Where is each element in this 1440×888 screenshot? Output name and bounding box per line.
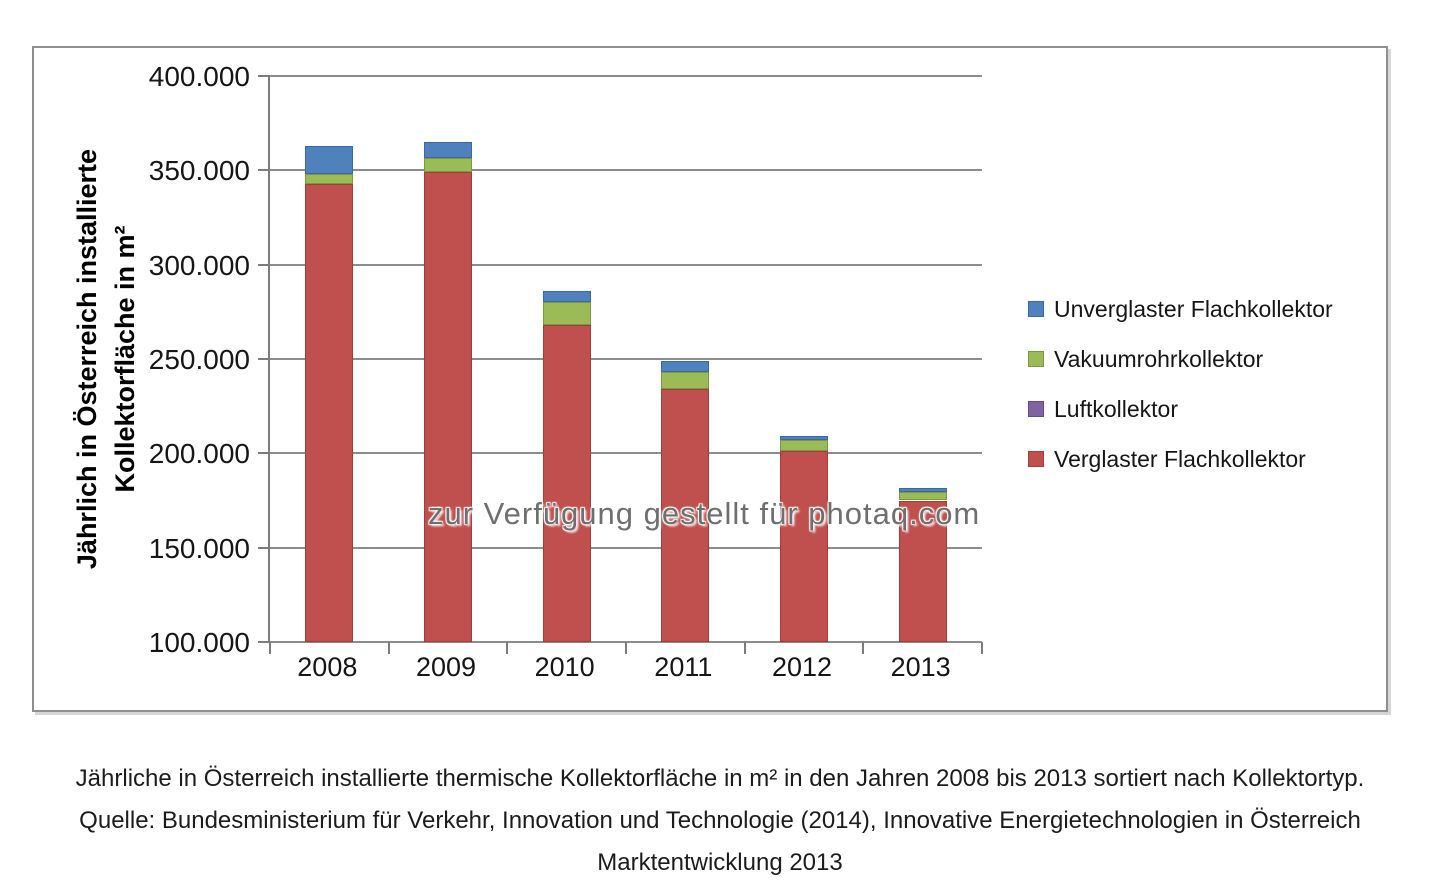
bar-segment-2011 [661,360,710,373]
x-axis-label-2012: 2012 [771,652,833,682]
bar-2011 [661,76,710,642]
y-axis-tick-mark [258,452,270,455]
x-axis-label-2010: 2010 [534,652,595,682]
bar-segment-2012 [780,451,828,642]
gridline [270,452,982,455]
bar-2009 [424,76,472,642]
caption-line1: Jährliche in Österreich installierte the… [75,765,1365,792]
gridline [270,75,982,77]
x-axis-tick-mark [387,642,390,654]
legend-item: Unverglaster Flachkollektor [1028,284,1384,334]
caption-line2: Quelle: Bundesministerium für Verkehr, I… [79,807,1361,834]
x-axis-tick-mark [269,642,271,654]
y-axis-tick-mark [258,358,270,360]
caption: Jährliche in Österreich installierte the… [0,758,1440,884]
y-axis-tick-mark [258,75,270,77]
x-axis-tick-mark [625,642,627,654]
bar-segment-2013 [898,492,947,501]
bar-segment-2013 [898,488,947,492]
y-axis-tick-labels: 400.000 350.000 300.000 250.000 200.000 150.0… [34,61,250,658]
y-axis-tick-label: 200.000 [148,438,250,470]
y-axis-tick-label: 250.000 [148,344,250,375]
bar-segment-2012 [780,440,828,452]
x-axis-label-2008: 2008 [297,652,358,682]
caption-line3: Marktentwicklung 2013 [597,849,843,876]
gridline [270,358,982,360]
bar-segment-2011 [661,372,710,390]
y-axis-tick-mark [258,546,270,549]
y-axis-tick-mark [258,263,270,266]
legend-swatch-icon [1028,351,1044,367]
y-axis-tick-mark [258,169,270,172]
chart-panel: Jährlich in Österreich installierte Koll… [32,46,1388,712]
x-axis-tick-mark [981,642,983,654]
y-axis-tick-label: 100.000 [148,627,250,658]
y-axis-tick-label: 150.000 [148,532,250,564]
legend-item: Vakuumrohrkollektor [1028,334,1384,384]
bar-segment-2013 [898,500,947,642]
y-axis-tick-label: 350.000 [148,155,250,187]
bar-2008 [305,76,354,642]
bar-segment-2011 [661,389,710,642]
bar-2010 [542,76,591,642]
legend-swatch-icon [1028,401,1044,417]
bar-2012 [780,76,828,642]
legend-item-label: Luftkollektor [1054,395,1179,422]
bar-segment-2008 [305,145,354,175]
legend-item-label: Verglaster Flachkollektor [1054,445,1306,472]
x-axis-label-2009: 2009 [415,652,477,682]
legend-swatch-icon [1028,451,1044,467]
legend-item: Luftkollektor [1028,384,1384,434]
bar-segment-2009 [424,172,472,642]
x-axis-tick-mark [862,642,865,654]
bar-segment-2012 [780,436,828,441]
legend-swatch-icon [1028,301,1044,317]
x-axis-tick-mark [506,642,509,654]
bar-segment-2008 [305,174,354,184]
x-axis-label-2013: 2013 [890,652,951,682]
y-axis-tick-mark [258,641,270,643]
bar-segment-2010 [542,291,591,303]
bar-segment-2010 [542,325,591,642]
legend-item-label: Unverglaster Flachkollektor [1054,295,1333,322]
x-axis-label-2011: 2011 [654,652,713,682]
plot-area: zur Verfügung gestellt für photaq.com [258,75,983,654]
legend-item-label: Vakuumrohrkollektor [1054,345,1264,372]
x-axis-labels: 2008 2009 2010 2011 2012 2013 [268,652,980,692]
gridline [270,169,982,172]
gridline [270,263,982,266]
x-axis-tick-mark [743,642,746,654]
bar-segment-2009 [424,158,472,173]
gridline [270,546,982,549]
bar-segment-2010 [542,302,591,326]
watermark: zur Verfügung gestellt für photaq.com [428,496,981,531]
y-axis-tick-label: 400.000 [148,61,250,92]
y-axis-tick-label: 300.000 [148,249,250,281]
legend-item: Verglaster Flachkollektor [1028,434,1384,484]
legend: Unverglaster Flachkollektor Vakuumrohrkol… [1028,284,1384,484]
bar-2013 [898,76,947,642]
bar-segment-2008 [305,183,354,642]
bar-segment-2009 [424,142,472,159]
